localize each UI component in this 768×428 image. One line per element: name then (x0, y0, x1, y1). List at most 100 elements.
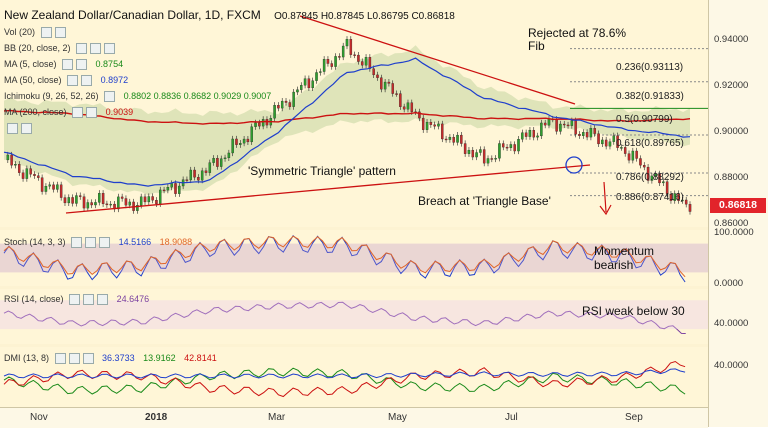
close-icon[interactable] (82, 353, 94, 365)
price-tick: 0.94000 (714, 34, 749, 45)
dmi-plot (3, 360, 686, 398)
dmi-adx-line (3, 368, 686, 379)
rsi-pane[interactable] (0, 289, 708, 344)
candle (254, 122, 257, 127)
candle (178, 185, 181, 194)
legend-dmi[interactable]: DMI (13, 8) 36.3733 13.9162 42.8141 (4, 353, 217, 365)
candle (528, 129, 532, 137)
time-tick: Nov (30, 412, 48, 423)
legend-vol[interactable]: Vol (20) (4, 27, 66, 39)
candle (646, 166, 650, 181)
settings-icon[interactable] (54, 27, 66, 39)
dmi-pane[interactable] (0, 347, 708, 407)
candle (486, 158, 490, 164)
candle (239, 143, 242, 145)
annotation-momentum: Momentum bearish (594, 244, 655, 272)
candle (216, 158, 219, 167)
legend-ichimoku[interactable]: Ichimoku (9, 26, 52, 26) 0.8802 0.8836 0… (4, 91, 272, 103)
eye-icon[interactable] (7, 123, 18, 135)
candle (505, 146, 509, 149)
stoch-k-line (3, 235, 686, 283)
candle (669, 193, 673, 201)
eye-icon[interactable] (72, 107, 84, 119)
candle (136, 205, 139, 211)
candle (604, 139, 608, 147)
candle (460, 134, 463, 144)
candle (513, 144, 516, 152)
settings-icon[interactable] (76, 59, 88, 71)
candle (547, 118, 551, 126)
annotation-rsi: RSI weak below 30 (582, 304, 685, 318)
legend-ma5[interactable]: MA (5, close) 0.8754 (4, 59, 123, 71)
candle (471, 149, 475, 158)
candle (688, 204, 692, 212)
candle (494, 158, 497, 160)
settings-icon[interactable] (90, 43, 102, 55)
candle (353, 54, 356, 56)
candle (105, 203, 109, 206)
legend-extra[interactable] (4, 123, 32, 135)
settings-icon[interactable] (86, 107, 98, 119)
candle (143, 196, 147, 203)
candle (223, 157, 227, 160)
price-tick: 0.86000 (714, 218, 749, 229)
close-icon[interactable] (99, 237, 111, 249)
candle (67, 197, 71, 204)
settings-icon[interactable] (83, 294, 95, 306)
settings-icon[interactable] (81, 75, 93, 87)
legend-value: 0.8802 0.8836 0.8682 0.9029 0.9007 (123, 91, 272, 101)
price-axis[interactable] (708, 0, 768, 427)
candle (250, 126, 253, 143)
candle (421, 117, 425, 130)
eye-icon[interactable] (104, 91, 116, 103)
candle (578, 134, 581, 136)
candle (258, 122, 261, 127)
candle (425, 121, 429, 130)
eye-icon[interactable] (40, 27, 52, 39)
candle (418, 111, 421, 119)
settings-icon[interactable] (21, 123, 32, 135)
candle (334, 56, 337, 67)
eye-icon[interactable] (62, 59, 74, 71)
candle (452, 136, 455, 143)
candle (124, 198, 128, 206)
eye-icon[interactable] (69, 294, 81, 306)
stoch-k-value: 14.5166 (118, 237, 152, 247)
dmi-tick: 40.0000 (714, 360, 749, 371)
candle (128, 201, 132, 206)
candle (631, 150, 635, 161)
candle (654, 173, 657, 177)
legend-ma50[interactable]: MA (50, close) 0.8972 (4, 75, 128, 87)
eye-icon[interactable] (71, 237, 83, 249)
settings-icon[interactable] (68, 353, 80, 365)
candle (357, 54, 360, 62)
candle (380, 77, 383, 90)
price-pane[interactable] (0, 0, 708, 227)
legend-stoch[interactable]: Stoch (14, 3, 3) 14.5166 18.9088 (4, 237, 192, 249)
legend-bb[interactable]: BB (20, close, 2) (4, 43, 116, 55)
candle (555, 119, 558, 132)
candle (33, 174, 36, 176)
down-arrow-shaft (603, 181, 607, 213)
time-axis[interactable] (0, 407, 708, 428)
candle (94, 202, 97, 206)
eye-icon[interactable] (54, 353, 66, 365)
candle (117, 196, 120, 210)
time-tick: 2018 (145, 412, 168, 423)
close-icon[interactable] (97, 294, 109, 306)
eye-icon[interactable] (67, 75, 79, 87)
legend-rsi[interactable]: RSI (14, close) 24.6476 (4, 294, 149, 306)
close-icon[interactable] (104, 43, 116, 55)
legend-ma200[interactable]: MA (200, close) 0.9039 (4, 107, 133, 119)
candle (284, 100, 288, 103)
candle (307, 78, 311, 89)
candle (170, 183, 173, 188)
stoch-pane[interactable] (0, 230, 708, 286)
eye-icon[interactable] (76, 43, 88, 55)
candle (10, 154, 13, 166)
candle (364, 57, 368, 66)
candle (197, 177, 200, 181)
settings-icon[interactable] (85, 237, 97, 249)
candle (185, 179, 189, 181)
